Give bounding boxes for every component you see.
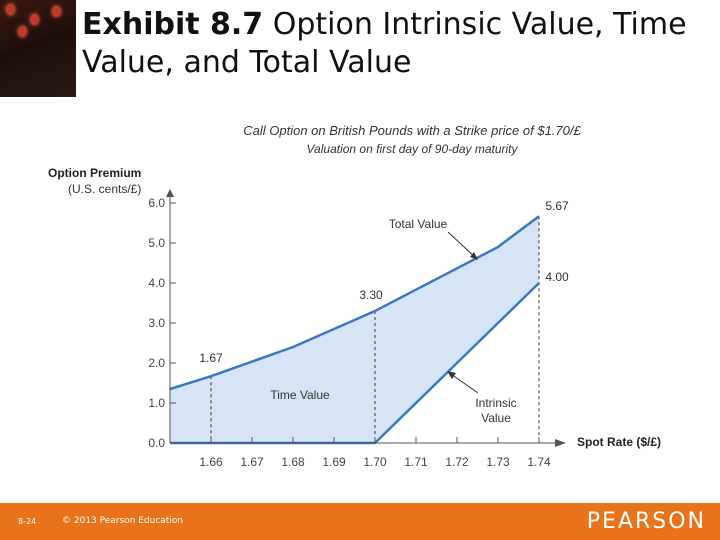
lantern-decoration: [30, 14, 39, 25]
time-value-label: Time Value: [270, 388, 330, 402]
x-tick-label: 1.67: [240, 455, 264, 469]
pearson-logo: PEARSON: [586, 509, 706, 534]
total-value-leader-arrow: [470, 252, 478, 260]
x-tick-label: 1.72: [445, 455, 469, 469]
total-value-label: Total Value: [389, 217, 448, 231]
y-axis-label: Option Premium: [48, 166, 141, 180]
lantern-decoration: [18, 26, 27, 37]
x-axis-label: Spot Rate ($/£): [577, 435, 661, 449]
chart-title: Call Option on British Pounds with a Str…: [243, 123, 581, 138]
intrinsic-value-label-line: Value: [481, 411, 511, 425]
x-axis-arrow: [555, 439, 566, 447]
x-tick-label: 1.70: [363, 455, 387, 469]
data-point-label: 3.30: [359, 288, 383, 302]
y-axis-arrow: [166, 189, 174, 197]
copyright-text: © 2013 Pearson Education: [62, 516, 184, 526]
option-value-chart: 0.0 1.0 2.0 3.0 4.0 5.0 6.0 1.66 1.67 1.68 1.69 1.7…: [48, 123, 661, 469]
chart-subtitle: Valuation on first day of 90-day maturit…: [307, 142, 519, 156]
y-tick-label: 4.0: [148, 276, 165, 290]
x-tick-label: 1.68: [281, 455, 305, 469]
intrinsic-value-label: Intrinsic Value: [475, 396, 516, 425]
data-point-label: 4.00: [545, 270, 569, 284]
intrinsic-value-leader-arrow: [447, 371, 456, 379]
y-tick-label: 3.0: [148, 316, 165, 330]
data-point-label: 1.67: [199, 351, 223, 365]
x-tick-label: 1.69: [322, 455, 346, 469]
y-tick-label: 2.0: [148, 356, 165, 370]
x-tick-label: 1.74: [527, 455, 551, 469]
time-value-area: [170, 216, 539, 443]
y-tick-label: 5.0: [148, 236, 165, 250]
y-tick-label: 6.0: [148, 196, 165, 210]
x-tick-label: 1.73: [486, 455, 510, 469]
total-value-line: [169, 215, 540, 391]
intrinsic-value-label-line: Intrinsic: [475, 396, 516, 410]
page-number: 8-24: [18, 517, 37, 526]
book-cover-thumbnail: [0, 0, 76, 97]
x-tick-label: 1.71: [404, 455, 428, 469]
y-tick-label: 1.0: [148, 396, 165, 410]
footer-bar: 8-24 © 2013 Pearson Education PEARSON: [0, 503, 720, 540]
slide-title: Exhibit 8.7 Option Intrinsic Value, Time…: [82, 6, 712, 82]
y-tick-label: 0.0: [148, 436, 165, 450]
data-point-label: 5.67: [545, 199, 569, 213]
exhibit-number: Exhibit 8.7: [82, 7, 264, 42]
lantern-decoration: [6, 4, 15, 15]
exhibit-title: Option Intrinsic Value, Time Value, and …: [82, 7, 687, 80]
y-axis-units: (U.S. cents/£): [68, 182, 141, 196]
x-tick-label: 1.66: [199, 455, 223, 469]
lantern-decoration: [52, 6, 61, 17]
